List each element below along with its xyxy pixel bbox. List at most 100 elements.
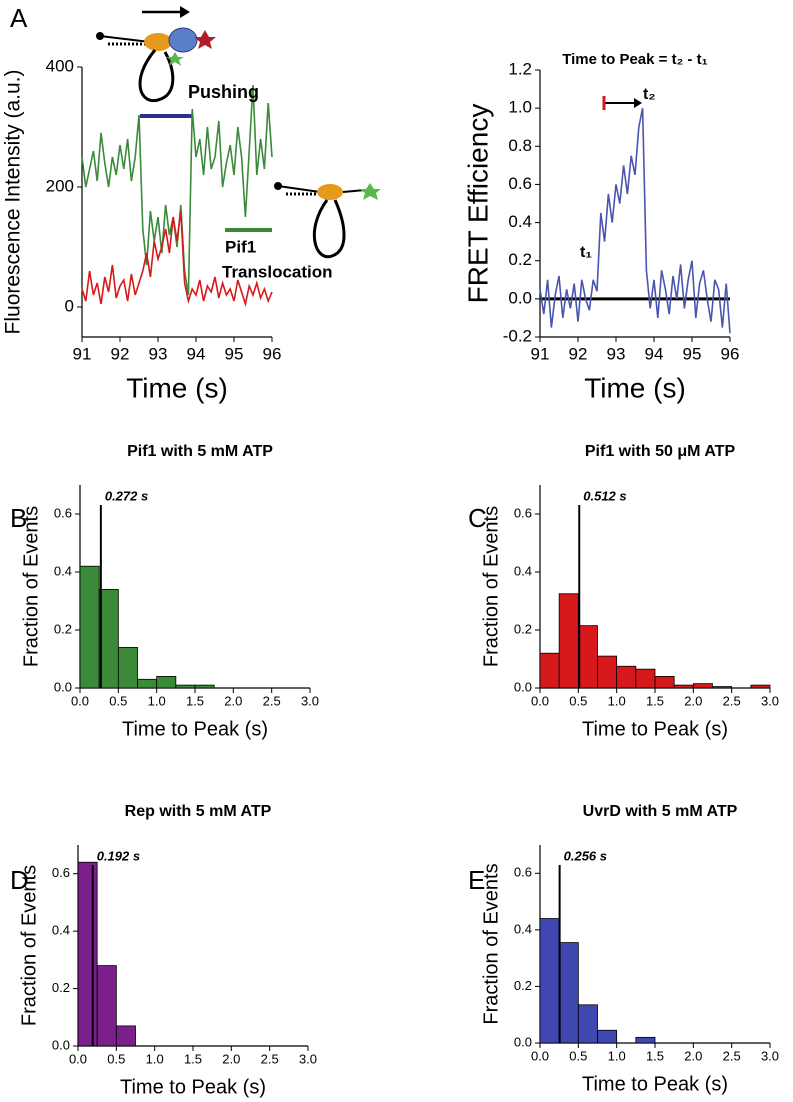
- x-tick-label: 3.0: [761, 693, 779, 708]
- x-tick-label: 0.0: [71, 693, 89, 708]
- y-tick-label: 0.0: [54, 679, 72, 694]
- y-tick-label: 0.2: [514, 978, 532, 993]
- bar: [673, 684, 694, 689]
- series-line: [539, 107, 731, 334]
- annotation: Translocation: [222, 262, 333, 281]
- bar: [115, 1025, 136, 1047]
- bar: [98, 589, 119, 689]
- bar: [539, 918, 560, 1044]
- x-tick-label: 0.5: [569, 693, 587, 708]
- annotation: Pif1: [225, 237, 256, 256]
- y-tick-label: 0.4: [508, 212, 532, 231]
- y-tick-label: 0.6: [508, 174, 532, 193]
- bar: [635, 668, 656, 689]
- bar: [558, 942, 579, 1044]
- chart-title: Time to Peak = t₂ - t₁: [562, 51, 708, 68]
- x-tick-label: 0.5: [109, 693, 127, 708]
- x-tick-label: 2.5: [723, 693, 741, 708]
- panel-label: D: [10, 865, 29, 895]
- x-axis-title: Time (s): [584, 372, 686, 403]
- y-tick-label: -0.2: [503, 326, 532, 345]
- y-axis-title: Fraction of Events: [480, 506, 502, 667]
- x-tick-label: 2.0: [684, 693, 702, 708]
- y-tick-label: 0.2: [508, 250, 532, 269]
- x-tick-label: 2.5: [723, 1048, 741, 1063]
- mean-label: 0.272 s: [105, 488, 148, 503]
- x-tick-label: 0.5: [107, 1051, 125, 1066]
- x-tick-label: 2.0: [222, 1051, 240, 1066]
- bar: [96, 965, 117, 1047]
- x-tick-label: 1.5: [184, 1051, 202, 1066]
- x-tick-label: 0.0: [531, 693, 549, 708]
- x-tick-label: 1.5: [646, 1048, 664, 1063]
- x-axis-title: Time to Peak (s): [120, 1076, 266, 1098]
- bar: [539, 652, 560, 689]
- x-tick-label: 3.0: [301, 693, 319, 708]
- y-tick-label: 200: [46, 176, 74, 195]
- x-tick-label: 95: [683, 344, 702, 363]
- x-tick-label: 1.0: [608, 693, 626, 708]
- bar: [712, 686, 733, 689]
- x-tick-label: 96: [721, 344, 740, 363]
- y-tick-label: 0.0: [52, 1037, 70, 1052]
- mean-label: 0.512 s: [583, 488, 626, 503]
- y-axis-title: Fraction of Events: [480, 863, 502, 1024]
- series-line: [81, 210, 273, 308]
- bar: [692, 683, 713, 689]
- x-tick-label: 92: [569, 344, 588, 363]
- y-axis-title: FRET Efficiency: [462, 104, 493, 304]
- x-axis-title: Time to Peak (s): [582, 1073, 728, 1095]
- bar: [79, 565, 100, 689]
- x-tick-label: 94: [187, 344, 206, 363]
- bar: [597, 1029, 618, 1044]
- x-tick-label: 1.5: [646, 693, 664, 708]
- bar: [654, 676, 675, 689]
- y-tick-label: 0.0: [508, 288, 532, 307]
- y-tick-label: 0.8: [508, 136, 532, 155]
- y-tick-label: 0.4: [52, 923, 70, 938]
- bar: [194, 684, 215, 689]
- x-tick-label: 1.0: [146, 1051, 164, 1066]
- x-tick-label: 92: [111, 344, 130, 363]
- cartoon-pushing: [96, 6, 216, 103]
- chart-title: Rep with 5 mM ATP: [125, 803, 272, 820]
- annotation: Pushing: [188, 82, 259, 102]
- bar: [77, 861, 98, 1047]
- chart-title: Pif1 with 5 mM ATP: [127, 443, 273, 460]
- y-tick-label: 0.0: [514, 1034, 532, 1049]
- x-tick-label: 1.0: [608, 1048, 626, 1063]
- bar: [577, 625, 598, 689]
- x-tick-label: 96: [263, 344, 282, 363]
- x-tick-label: 93: [607, 344, 626, 363]
- series-line: [81, 84, 273, 296]
- x-tick-label: 3.0: [299, 1051, 317, 1066]
- panel-label: A: [10, 3, 28, 33]
- y-tick-label: 400: [46, 56, 74, 75]
- bar: [117, 647, 138, 689]
- x-axis-title: Time (s): [126, 372, 228, 403]
- y-tick-label: 0: [65, 296, 74, 315]
- x-tick-label: 0.0: [69, 1051, 87, 1066]
- x-tick-label: 91: [73, 344, 92, 363]
- annotation: t₁: [580, 244, 592, 261]
- x-tick-label: 3.0: [761, 1048, 779, 1063]
- x-tick-label: 95: [225, 344, 244, 363]
- y-tick-label: 0.6: [52, 865, 70, 880]
- x-axis-title: Time to Peak (s): [122, 718, 268, 740]
- mean-label: 0.192 s: [97, 848, 140, 863]
- bar: [137, 678, 158, 689]
- x-tick-label: 91: [531, 344, 550, 363]
- bar: [597, 655, 618, 689]
- x-tick-label: 2.5: [263, 693, 281, 708]
- y-tick-label: 0.6: [54, 505, 72, 520]
- cartoon-translocation: [274, 182, 381, 259]
- x-tick-label: 94: [645, 344, 664, 363]
- bar: [175, 684, 196, 689]
- x-tick-label: 2.0: [684, 1048, 702, 1063]
- bar: [558, 593, 579, 689]
- chart-title: UvrD with 5 mM ATP: [583, 803, 738, 820]
- y-tick-label: 0.2: [514, 621, 532, 636]
- chart-title: Pif1 with 50 μM ATP: [585, 443, 736, 460]
